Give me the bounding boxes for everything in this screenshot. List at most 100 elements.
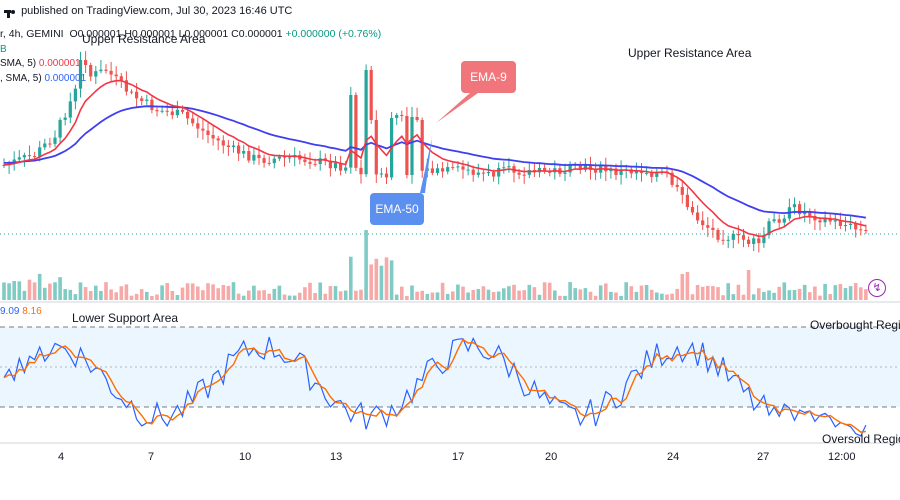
candle-body	[430, 168, 434, 174]
candle-body	[690, 207, 695, 213]
candle-body	[313, 163, 317, 165]
volume-bar	[318, 282, 322, 300]
candle-body	[94, 71, 98, 77]
candle-body	[150, 99, 154, 110]
sma1-value: 0.000001	[38, 58, 81, 69]
candle-body	[645, 172, 649, 174]
candle-body	[22, 155, 26, 158]
candle-body	[634, 170, 638, 174]
volume-bar	[751, 294, 756, 300]
candle-body	[78, 60, 83, 89]
candle-body	[420, 120, 424, 171]
candle-body	[767, 221, 771, 236]
volume-bar	[838, 284, 843, 300]
volume-bar	[787, 290, 792, 300]
candle-body	[211, 134, 215, 139]
candle-body	[777, 219, 781, 223]
volume-bar	[180, 287, 185, 300]
candle-body	[522, 174, 526, 176]
volume-bar	[624, 282, 628, 300]
stoch-d-value: 8.16	[22, 306, 42, 317]
candle-body	[752, 238, 756, 244]
volume-bar	[445, 293, 450, 300]
ema9-callout: EMA-9	[461, 61, 516, 93]
volume-bar	[741, 294, 746, 300]
volume-bar	[711, 286, 715, 300]
volume-bar	[104, 282, 108, 300]
volume-bar	[32, 282, 37, 300]
oversold-label: Oversold Regio	[822, 432, 900, 446]
candle-body	[446, 167, 450, 172]
volume-bar	[277, 285, 282, 300]
volume-bar	[303, 287, 307, 300]
volume-bar	[68, 289, 73, 300]
candle-body	[849, 223, 853, 226]
volume-bar	[563, 295, 567, 300]
volume-bar	[109, 289, 113, 300]
volume-bar	[88, 290, 93, 300]
candle-body	[854, 223, 858, 230]
volume-bar	[252, 285, 256, 300]
candle-body	[736, 233, 740, 236]
x-tick-label: 13	[330, 451, 343, 463]
volume-bar	[542, 282, 547, 300]
candle-body	[354, 95, 358, 168]
volume-bar	[797, 288, 802, 300]
candle-body	[614, 168, 618, 175]
volume-bar	[583, 288, 588, 300]
candle-body	[476, 172, 480, 175]
volume-bar	[568, 282, 572, 300]
volume-bar	[323, 293, 328, 300]
candle-body	[58, 119, 62, 138]
volume-bar	[706, 285, 710, 300]
volume-bar	[670, 293, 674, 300]
candle-body	[410, 117, 414, 176]
candle-body	[53, 137, 57, 144]
volume-bar	[619, 295, 623, 300]
b-line-label: B	[0, 44, 7, 55]
volume-bar	[818, 295, 822, 300]
volume-bar	[716, 287, 720, 300]
candle-body	[441, 168, 445, 172]
volume-bar	[292, 295, 297, 300]
candle-body	[384, 173, 389, 178]
candle-body	[2, 164, 6, 166]
volume-bar	[99, 290, 103, 300]
volume-bar	[772, 292, 776, 300]
volume-bar	[660, 293, 664, 300]
volume-bar	[864, 289, 868, 300]
volume-bar	[53, 282, 57, 300]
x-tick-label: 4	[58, 451, 65, 463]
volume-bar	[129, 295, 134, 300]
overbought-label: Overbought Regi	[810, 318, 900, 332]
ema50-callout: EMA-50	[370, 193, 424, 225]
volume-bar	[537, 294, 542, 300]
volume-bar	[685, 272, 690, 300]
volume-bar	[369, 264, 373, 300]
volume-bar	[139, 289, 144, 300]
candle-body	[104, 69, 108, 71]
ema9-line	[3, 79, 867, 238]
volume-bar	[58, 277, 62, 300]
candle-body	[84, 60, 88, 65]
replay-icon[interactable]: ↯	[868, 279, 886, 297]
ema50-pointer	[420, 138, 432, 193]
volume-bar	[853, 283, 858, 300]
candle-body	[492, 172, 496, 177]
candle-body	[68, 101, 72, 118]
volume-bar	[231, 282, 236, 300]
candle-body	[843, 225, 848, 227]
volume-bar	[665, 294, 669, 300]
volume-bar	[48, 283, 52, 300]
candle-body	[833, 220, 837, 222]
candle-body	[782, 218, 786, 223]
sma2-value: 0.000001	[44, 73, 87, 84]
volume-bar	[496, 291, 501, 300]
candle-body	[201, 128, 205, 131]
candle-body	[242, 151, 246, 154]
volume-bar	[430, 292, 435, 300]
candle-body	[639, 170, 644, 174]
volume-bar	[415, 291, 419, 300]
